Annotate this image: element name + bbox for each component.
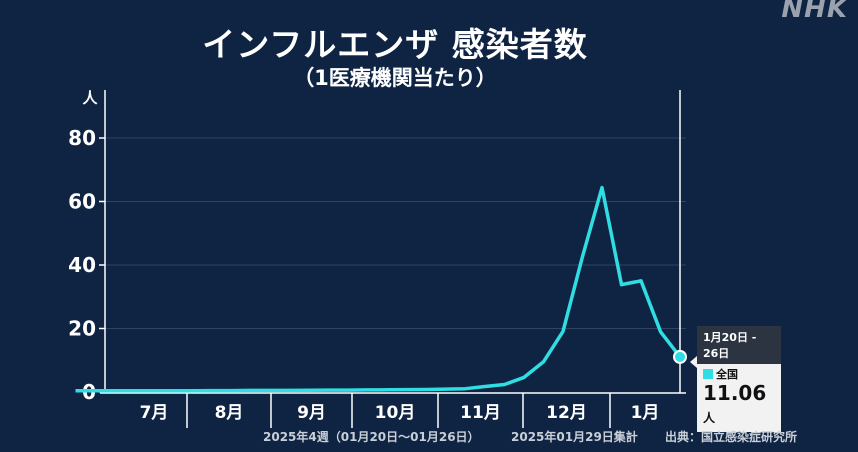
- y-tick-label: 60: [68, 190, 96, 214]
- footer-tally: 2025年01月29日集計: [511, 430, 638, 444]
- y-tick-label: 80: [68, 126, 96, 150]
- latest-point[interactable]: [673, 349, 687, 364]
- tooltip: 1月20日 - 26日 全国 11.06 人: [690, 326, 781, 432]
- series-line-national: [75, 185, 682, 393]
- nhk-logo: NHK: [781, 0, 848, 24]
- tooltip-unit: 人: [703, 411, 716, 425]
- x-tick-label: 1月: [631, 403, 660, 423]
- tooltip-value-row: 11.06 人: [703, 382, 775, 429]
- y-axis-unit: 人: [82, 89, 98, 107]
- tooltip-arrow: [690, 356, 697, 368]
- x-tick-label: 10月: [375, 403, 416, 423]
- tooltip-value: 11.06: [703, 381, 767, 405]
- tooltip-body: 全国 11.06 人: [697, 364, 781, 432]
- x-tick-label: 12月: [546, 403, 587, 423]
- footer-week: 2025年4週（01月20日～01月26日）: [263, 430, 480, 444]
- x-tick-label: 9月: [297, 403, 326, 423]
- x-tick-label: 11月: [460, 403, 501, 423]
- x-tick-label: 8月: [215, 403, 244, 423]
- y-tick-label: 40: [68, 253, 96, 277]
- series-swatch: [703, 369, 713, 379]
- chart-subtitle: （1医療機関当たり）: [293, 66, 497, 90]
- chart-title: インフルエンザ 感染者数: [202, 25, 588, 64]
- x-tick-label: 7月: [140, 403, 169, 423]
- y-tick-label: 20: [68, 317, 96, 341]
- tooltip-series: 全国: [703, 366, 775, 382]
- tooltip-series-name: 全国: [716, 368, 738, 381]
- tooltip-period: 1月20日 - 26日: [697, 326, 781, 364]
- data-points: [75, 187, 680, 390]
- footer-source: 出典：国立感染症研究所: [665, 430, 798, 444]
